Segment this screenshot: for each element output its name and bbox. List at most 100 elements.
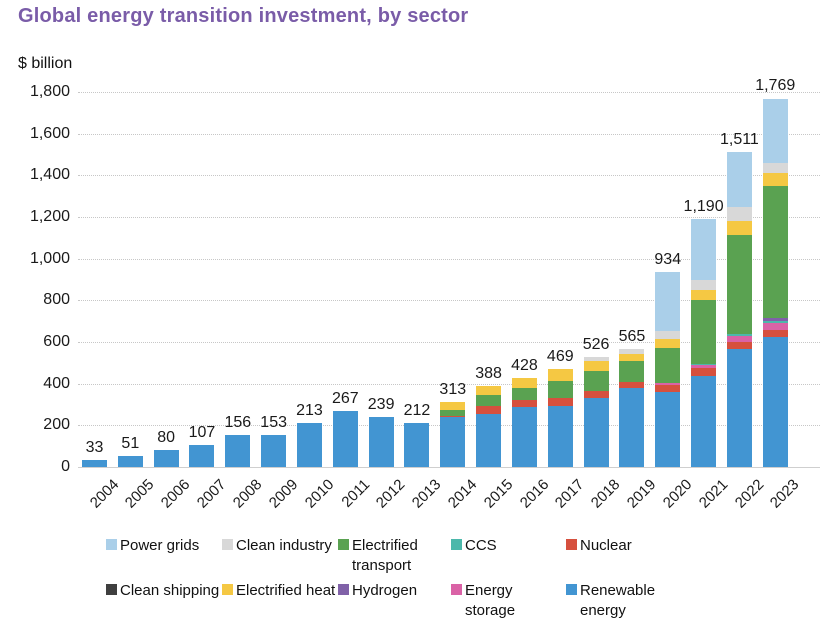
bar-segment-nuclear bbox=[511, 399, 537, 408]
bar-total-label: 33 bbox=[85, 439, 104, 457]
bar-group-2012: 239 2012 bbox=[368, 92, 409, 511]
bar-group-2004: 33 2004 bbox=[82, 92, 122, 512]
gridline-600 bbox=[78, 342, 820, 343]
y-tick-label: 600 bbox=[43, 333, 70, 350]
y-tick-label: 400 bbox=[43, 374, 70, 392]
bar-segment-renewable-energy bbox=[691, 375, 717, 467]
bar-segment-renewable-energy bbox=[547, 405, 573, 467]
x-axis-year-label: 2004 bbox=[86, 476, 123, 512]
bar-segment-electrified-heat bbox=[476, 386, 502, 396]
x-axis-year-label: 2007 bbox=[193, 476, 230, 512]
legend-item-nuclear: Nuclear bbox=[566, 536, 696, 575]
x-axis-year-label: 2017 bbox=[552, 476, 588, 512]
legend-item-electrified-transport: Electrified transport bbox=[338, 536, 451, 575]
y-tick-label: 800 bbox=[43, 291, 70, 309]
x-axis-year-label: 2010 bbox=[301, 476, 337, 512]
legend-item-ccs: CCS bbox=[451, 536, 566, 575]
x-axis-year-label: 2013 bbox=[408, 476, 445, 512]
bar-group-2006: 80 2006 bbox=[153, 92, 194, 512]
gridline-800 bbox=[78, 300, 820, 302]
gridline-1,400 bbox=[78, 175, 820, 177]
legend-item-power-grids: Power grids bbox=[106, 536, 222, 575]
bar-segment-electrified-transport bbox=[583, 371, 609, 391]
bar-total-label: 934 bbox=[654, 251, 682, 269]
bar-segment-electrified-transport bbox=[762, 186, 788, 319]
bar-segment-ccs bbox=[726, 334, 752, 336]
bar-segment-renewable-energy bbox=[583, 398, 609, 467]
bar-segment-clean-industry bbox=[655, 330, 681, 340]
x-axis-year-label: 2012 bbox=[373, 476, 409, 512]
bar-segment-electrified-transport bbox=[726, 235, 752, 334]
x-axis-year-label: 2019 bbox=[623, 476, 660, 512]
bar-segment-renewable-energy bbox=[225, 434, 251, 467]
bar-segment-renewable-energy bbox=[762, 337, 788, 467]
x-axis-year-label: 2020 bbox=[659, 476, 696, 512]
bar-segment-power-grids bbox=[762, 98, 788, 164]
bar-segment-hydrogen bbox=[726, 333, 752, 335]
bar-group-2010: 213 2010 bbox=[296, 92, 337, 512]
legend-swatch-icon bbox=[222, 539, 233, 550]
legend: Power grids Clean industry Electrified tra… bbox=[106, 536, 696, 620]
legend-label: Nuclear bbox=[580, 537, 632, 554]
legend-label: Clean industry bbox=[236, 537, 332, 554]
legend-item-clean-shipping: Clean shipping bbox=[106, 581, 222, 620]
bar-group-2011: 267 2011 bbox=[332, 92, 373, 510]
x-axis-year-label: 2018 bbox=[587, 476, 624, 512]
legend-label: Electrified heat bbox=[236, 582, 336, 599]
bar-segment-electrified-transport bbox=[655, 348, 681, 383]
x-axis-year-label: 2022 bbox=[731, 476, 767, 512]
bar-group-2016: 428 2016 bbox=[511, 92, 552, 512]
bar-segment-electrified-heat bbox=[511, 377, 537, 389]
bar-group-2020: 934 2020 bbox=[654, 92, 695, 511]
bar-segment-electrified-heat bbox=[619, 353, 645, 362]
bar-segment-electrified-heat bbox=[762, 173, 788, 187]
bar-group-2021: 1,190 2021 bbox=[684, 92, 732, 512]
legend-swatch-icon bbox=[222, 584, 233, 595]
y-axis-unit-label: $ billion bbox=[18, 55, 73, 72]
bar-total-label: 107 bbox=[188, 423, 216, 441]
bar-group-2014: 313 2014 bbox=[439, 92, 480, 512]
bar-segment-hydrogen bbox=[762, 318, 788, 321]
bar-group-2005: 51 2005 bbox=[117, 92, 158, 512]
x-axis-year-label: 2021 bbox=[695, 476, 732, 512]
y-tick-label: 0 bbox=[61, 458, 70, 475]
legend-label: CCS bbox=[465, 537, 497, 554]
bar-segment-clean-industry bbox=[726, 206, 752, 221]
bar-segment-electrified-transport bbox=[619, 361, 645, 382]
legend-label: Energy storage bbox=[465, 582, 516, 619]
x-axis-year-label: 2014 bbox=[444, 476, 481, 512]
bar-segment-renewable-energy bbox=[404, 422, 430, 467]
bar-total-label: 313 bbox=[439, 380, 467, 398]
bar-segment-clean-industry bbox=[762, 163, 788, 174]
legend-label: Renewable energy bbox=[580, 582, 656, 619]
bar-total-label: 565 bbox=[618, 328, 646, 346]
bar-segment-renewable-energy bbox=[117, 456, 143, 467]
bar-segment-power-grids bbox=[655, 272, 681, 331]
bar-segment-nuclear bbox=[440, 415, 466, 418]
bar-segment-renewable-energy bbox=[655, 391, 681, 467]
bar-total-label: 156 bbox=[224, 413, 252, 431]
legend-label: Hydrogen bbox=[352, 582, 418, 599]
bar-total-label: 213 bbox=[296, 401, 323, 419]
gridline-1,600 bbox=[78, 133, 820, 135]
legend-label: Clean shipping bbox=[120, 582, 220, 599]
bar-segment-renewable-energy bbox=[153, 450, 179, 467]
bar-segment-renewable-energy bbox=[368, 417, 394, 467]
legend-swatch-icon bbox=[451, 539, 462, 550]
bar-segment-nuclear bbox=[476, 405, 502, 414]
bar-total-label: 153 bbox=[260, 414, 287, 432]
y-tick-label: 200 bbox=[43, 416, 70, 434]
legend-swatch-icon bbox=[566, 539, 577, 550]
gridline-1,800 bbox=[78, 92, 820, 93]
bar-total-label: 1,769 bbox=[755, 77, 796, 95]
x-axis-year-label: 2006 bbox=[158, 476, 194, 512]
bar-segment-nuclear bbox=[726, 342, 752, 349]
bar-segment-electrified-transport bbox=[691, 299, 717, 364]
bar-total-label: 428 bbox=[511, 356, 538, 374]
x-axis-year-label: 2005 bbox=[122, 476, 158, 512]
bar-total-label: 51 bbox=[121, 435, 140, 453]
bar-group-2008: 156 2008 bbox=[224, 92, 265, 512]
legend-swatch-icon bbox=[106, 539, 117, 550]
bar-segment-nuclear bbox=[655, 384, 681, 392]
